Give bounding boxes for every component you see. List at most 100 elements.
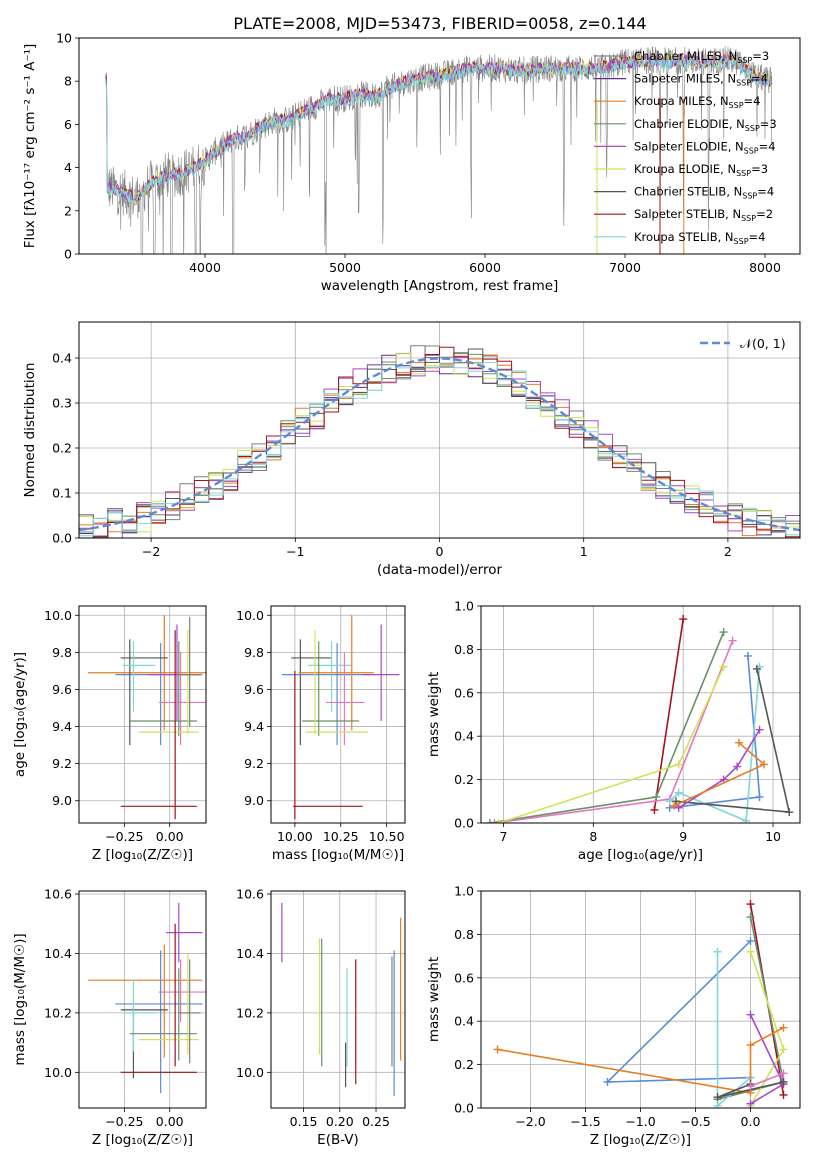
z_weight-point — [779, 1069, 788, 1078]
mass_age-plot-area — [282, 615, 400, 820]
ebv_mass-xlabel: E(B-V) — [317, 1132, 359, 1148]
legend-label-salpeter_stelib: Salpeter STELIB, NSSP=2 — [634, 207, 773, 223]
age_weight-point — [719, 628, 728, 637]
z_age-tick-label-x: −0.25 — [105, 829, 143, 844]
spectrum-tick-label-y: 8 — [64, 74, 72, 89]
z_weight-point — [713, 1093, 722, 1102]
z_mass-grid — [79, 891, 206, 1108]
z_weight-tick-label-y: 0.4 — [454, 1014, 474, 1029]
z_weight-line — [605, 940, 752, 1083]
ebv_mass-tick-label-y: 10.6 — [236, 886, 264, 901]
z_age-cross-kroupa_elodie — [138, 630, 199, 734]
mass_age-cross-kroupa_miles — [298, 615, 374, 731]
z_weight-tick-label-x: −1.5 — [570, 1114, 600, 1129]
z_age-ylabel: age [log₁₀(age/yr)] — [12, 652, 28, 777]
z_age-plot-area — [88, 615, 206, 820]
z_weight-point — [746, 913, 755, 922]
residual_hist-tick-label-y: 0.0 — [52, 531, 72, 546]
spectrum-tick-label-y: 4 — [64, 160, 72, 175]
z_weight-tick-label-x: 0.0 — [741, 1114, 761, 1129]
residual_hist-tick-label-x: 0 — [436, 544, 444, 559]
z_weight-point — [746, 936, 755, 945]
z_age-tick-label-y: 10.0 — [44, 608, 72, 623]
legend-label-kroupa_elodie: Kroupa ELODIE, NSSP=3 — [634, 162, 768, 178]
z_mass-frame — [78, 890, 207, 1109]
age_weight-point — [485, 819, 494, 823]
age_weight-point — [755, 792, 764, 801]
age_weight-series-kroupa_elodie — [494, 662, 728, 823]
z_weight-tick-label-y: 0.6 — [454, 970, 474, 985]
age_weight-tick-label-y: 0.2 — [454, 772, 474, 787]
spectrum-tick-label-x: 5000 — [329, 260, 361, 275]
mass_age-cross-chabrier_stelib — [291, 639, 332, 746]
z_weight-tick-label-y: 0.8 — [454, 927, 474, 942]
mass_age-tick-label-x: 10.50 — [369, 829, 405, 844]
legend-label-normal: 𝒩(0, 1) — [740, 336, 786, 351]
mass_age-cross-salpeter_elodie — [362, 624, 400, 721]
age_weight-plot-area — [485, 615, 794, 823]
residual_hist-tick-label-x: 1 — [580, 544, 588, 559]
z_age-cross-pink — [158, 652, 206, 746]
z_weight-point — [779, 1077, 788, 1086]
legend-label-kroupa_miles: Kroupa MILES, NSSP=4 — [634, 94, 760, 110]
hist-legend: 𝒩(0, 1) — [700, 336, 786, 351]
age_weight-point — [728, 636, 737, 645]
age_weight-point — [743, 651, 752, 660]
z_weight-xlabel: Z [log₁₀(Z/Z☉)] — [590, 1132, 691, 1148]
age_weight-tick-label-y: 1.0 — [454, 599, 474, 614]
normal-curve — [79, 357, 800, 532]
z_weight-line — [716, 951, 752, 1108]
z_weight-line — [750, 1072, 784, 1088]
legend-label-chabrier_stelib: Chabrier STELIB, NSSP=4 — [634, 185, 774, 201]
ebv_mass-frame — [270, 890, 406, 1109]
z_age-tick-label-y: 9.2 — [52, 756, 72, 771]
z_age-cross-kroupa_stelib — [122, 641, 156, 712]
z_weight-point — [779, 1023, 788, 1032]
z_age-cross-kroupa_miles — [88, 615, 206, 731]
age_weight-tick-label-y: 0.0 — [454, 816, 474, 831]
mass_age-xlabel: mass [log₁₀(M/M☉)] — [272, 847, 404, 863]
residual_hist-tick-label-y: 0.3 — [52, 396, 72, 411]
z_weight-series-kroupa_miles — [493, 1023, 788, 1097]
spectrum-tick-label-x: 4000 — [189, 260, 221, 275]
residual_hist-plot-area — [79, 345, 800, 538]
age_weight-point — [734, 738, 743, 747]
ebv_mass-tick-label-y: 10.4 — [236, 946, 264, 961]
z_age-cross-chabrier_miles — [178, 617, 201, 727]
z_weight-point — [746, 900, 755, 909]
z_mass-plot-area — [88, 902, 206, 1094]
age_weight-point — [490, 819, 499, 823]
z_age-tick-label-y: 9.6 — [52, 682, 72, 697]
mass_age-cross-chabrier_elodie — [302, 641, 360, 736]
age_weight-point — [674, 788, 683, 797]
z_mass-cross-pink — [158, 959, 206, 1022]
z_weight-point — [746, 947, 755, 956]
z_mass-cross-kroupa_miles — [88, 944, 203, 1058]
spectrum-ylabel: Flux [fλ10⁻¹⁷ erg cm⁻² s⁻¹ A⁻¹] — [22, 44, 38, 249]
z_weight-point — [779, 1090, 788, 1099]
age_weight-line — [669, 666, 761, 822]
hist-series-salpeter_stelib — [79, 346, 800, 538]
mass_age-tick-label-y: 9.8 — [244, 645, 264, 660]
age_weight-point — [733, 762, 742, 771]
z_mass-tick-label-y: 10.4 — [44, 946, 72, 961]
z_weight-point — [713, 947, 722, 956]
age_weight-tick-label-x: 8 — [589, 829, 597, 844]
spectrum-panel: 4000 5000 6000 7000 8000 0 2 4 6 8 10 wavelength [A… — [22, 31, 801, 294]
hist-series-kroupa_stelib — [79, 362, 800, 537]
legend-label-salpeter_elodie: Salpeter ELODIE, NSSP=4 — [634, 139, 776, 155]
z_mass-cross-salpeter_elodie — [166, 902, 203, 963]
residual_hist-tick-label-x: 2 — [724, 544, 732, 559]
legend-label-chabrier_miles: Chabrier MILES, NSSP=3 — [634, 49, 769, 65]
age_weight-xlabel: age [log₁₀(age/yr)] — [578, 847, 703, 863]
spectrum-tick-label-x: 8000 — [749, 260, 781, 275]
mass_age-cross-blue — [282, 643, 371, 746]
z_mass-tick-label-y: 10.6 — [44, 886, 72, 901]
residual_hist-ylabel: Normed distribution — [22, 363, 38, 498]
age_weight-point — [652, 792, 661, 801]
age_weight-point — [760, 760, 769, 769]
z_age-frame — [78, 605, 207, 824]
mass_age-cross-salpeter_stelib — [293, 670, 363, 820]
age_weight-series-kroupa_miles — [670, 738, 769, 810]
spectrum-tick-label-y: 0 — [64, 247, 72, 262]
